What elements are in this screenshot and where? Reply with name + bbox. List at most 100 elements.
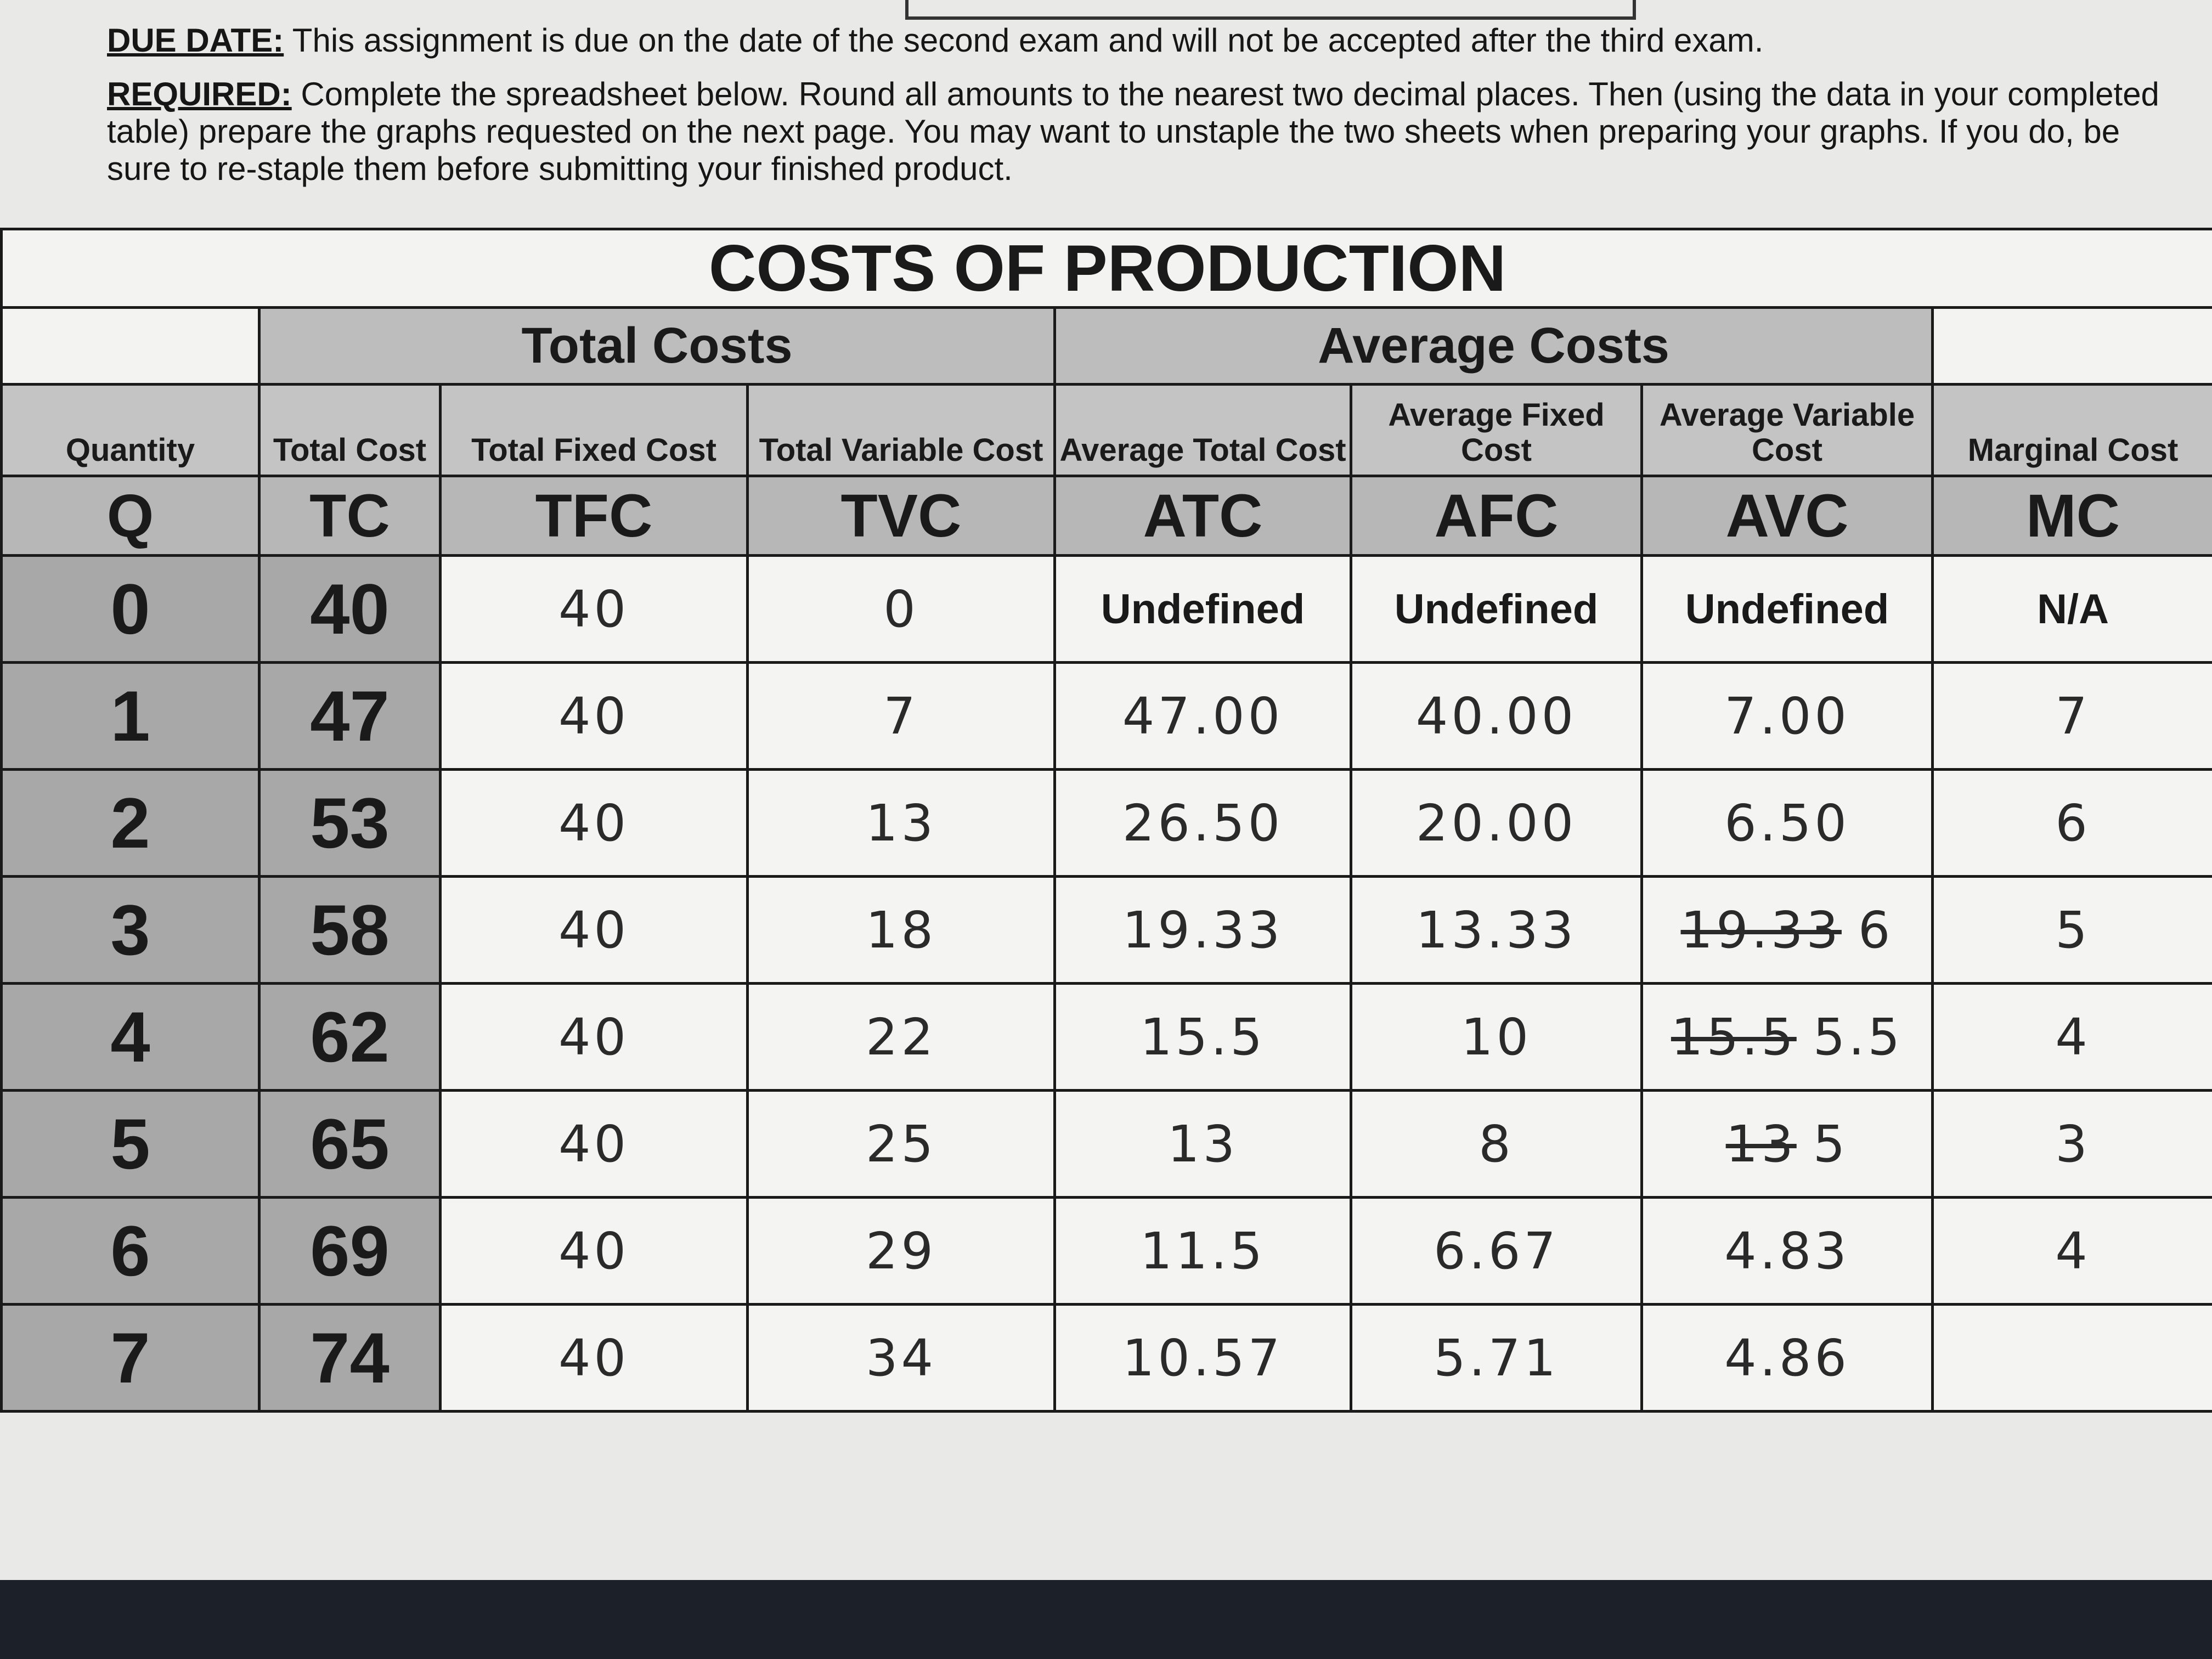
header-quantity: Quantity: [0, 383, 261, 477]
cell-avc[interactable]: 4.83: [1640, 1196, 1934, 1306]
cell-avc[interactable]: 13 5: [1640, 1089, 1934, 1199]
abbr-tc: TC: [258, 475, 442, 557]
cell-mc[interactable]: 6: [1931, 768, 2212, 878]
cell-mc[interactable]: 4: [1931, 982, 2212, 1092]
cell-avc[interactable]: 15.5 5.5: [1640, 982, 1934, 1092]
cell-tvc[interactable]: 29: [746, 1196, 1056, 1306]
cell-afc[interactable]: 13.33: [1350, 875, 1643, 985]
due-date-label: DUE DATE:: [107, 22, 284, 59]
cell-mc[interactable]: [1931, 1303, 2212, 1413]
header-average-variable-cost: Average Variable Cost: [1640, 383, 1934, 477]
header-average-total-cost: Average Total Cost: [1053, 383, 1352, 477]
cell-tvc[interactable]: 7: [746, 661, 1056, 771]
abbr-avc: AVC: [1640, 475, 1934, 557]
abbr-tvc: TVC: [746, 475, 1056, 557]
cell-tvc[interactable]: 13: [746, 768, 1056, 878]
cell-atc[interactable]: 15.5: [1053, 982, 1352, 1092]
cell-mc[interactable]: 5: [1931, 875, 2212, 985]
cell-q: 1: [0, 661, 261, 771]
corrected-value: 5.5: [1813, 1007, 1904, 1066]
cell-q: 4: [0, 982, 261, 1092]
abbr-atc: ATC: [1053, 475, 1352, 557]
cell-tvc[interactable]: 25: [746, 1089, 1056, 1199]
group-blank-left: [0, 306, 261, 386]
table-row: 1 47 40 7 47.00 40.00 7.00 7: [0, 661, 2212, 771]
struck-value: 13: [1725, 1114, 1797, 1173]
table-title: COSTS OF PRODUCTION: [0, 228, 2212, 309]
cell-mc: N/A: [1931, 554, 2212, 664]
group-blank-right: [1931, 306, 2212, 386]
cell-atc[interactable]: 19.33: [1053, 875, 1352, 985]
instructions: DUE DATE: This assignment is due on the …: [107, 22, 2192, 204]
required-text: Complete the spreadsheet below. Round al…: [107, 76, 2159, 187]
required-label: REQUIRED:: [107, 76, 292, 112]
cell-tfc[interactable]: 40: [439, 875, 749, 985]
header-marginal-cost: Marginal Cost: [1931, 383, 2212, 477]
cell-tfc[interactable]: 40: [439, 982, 749, 1092]
cell-q: 7: [0, 1303, 261, 1413]
title-row: COSTS OF PRODUCTION: [0, 228, 2212, 309]
cell-mc[interactable]: 4: [1931, 1196, 2212, 1306]
cell-atc[interactable]: 13: [1053, 1089, 1352, 1199]
cell-tfc[interactable]: 40: [439, 554, 749, 664]
abbr-tfc: TFC: [439, 475, 749, 557]
cell-atc[interactable]: 26.50: [1053, 768, 1352, 878]
cell-tc: 65: [258, 1089, 442, 1199]
corrected-value: 5: [1813, 1114, 1849, 1173]
cell-afc[interactable]: 20.00: [1350, 768, 1643, 878]
cell-afc[interactable]: 40.00: [1350, 661, 1643, 771]
cell-atc: Undefined: [1053, 554, 1352, 664]
cell-tc: 47: [258, 661, 442, 771]
table-row: 4 62 40 22 15.5 10 15.5 5.5 4: [0, 982, 2212, 1092]
cell-avc[interactable]: 6.50: [1640, 768, 1934, 878]
cell-avc[interactable]: 7.00: [1640, 661, 1934, 771]
cell-tvc[interactable]: 0: [746, 554, 1056, 664]
cell-afc: Undefined: [1350, 554, 1643, 664]
cell-atc[interactable]: 11.5: [1053, 1196, 1352, 1306]
cell-afc[interactable]: 6.67: [1350, 1196, 1643, 1306]
group-total-costs: Total Costs: [258, 306, 1056, 386]
cell-tfc[interactable]: 40: [439, 1303, 749, 1413]
cell-tfc[interactable]: 40: [439, 768, 749, 878]
cell-mc[interactable]: 7: [1931, 661, 2212, 771]
header-total-variable-cost: Total Variable Cost: [746, 383, 1056, 477]
cell-tc: 74: [258, 1303, 442, 1413]
cell-mc[interactable]: 3: [1931, 1089, 2212, 1199]
costs-table: COSTS OF PRODUCTION Total Costs Average …: [0, 228, 2212, 1413]
cell-tc: 69: [258, 1196, 442, 1306]
cell-tfc[interactable]: 40: [439, 661, 749, 771]
struck-value: 19.33: [1680, 900, 1842, 960]
cell-avc[interactable]: 4.86: [1640, 1303, 1934, 1413]
cell-tvc[interactable]: 22: [746, 982, 1056, 1092]
table-row: 7 74 40 34 10.57 5.71 4.86: [0, 1303, 2212, 1413]
cell-atc[interactable]: 47.00: [1053, 661, 1352, 771]
table-row: 2 53 40 13 26.50 20.00 6.50 6: [0, 768, 2212, 878]
corrected-value: 6: [1858, 900, 1894, 960]
header-total-fixed-cost: Total Fixed Cost: [439, 383, 749, 477]
cell-afc[interactable]: 10: [1350, 982, 1643, 1092]
cell-tfc[interactable]: 40: [439, 1196, 749, 1306]
cell-tc: 53: [258, 768, 442, 878]
cell-q: 5: [0, 1089, 261, 1199]
cell-atc[interactable]: 10.57: [1053, 1303, 1352, 1413]
cell-tc: 62: [258, 982, 442, 1092]
table-row: 0 40 40 0 Undefined Undefined Undefined …: [0, 554, 2212, 664]
desk-background: [0, 1580, 2212, 1659]
group-header-row: Total Costs Average Costs: [0, 306, 2212, 386]
table-row: 6 69 40 29 11.5 6.67 4.83 4: [0, 1196, 2212, 1306]
cell-q: 2: [0, 768, 261, 878]
cell-tvc[interactable]: 34: [746, 1303, 1056, 1413]
cell-tfc[interactable]: 40: [439, 1089, 749, 1199]
cell-tvc[interactable]: 18: [746, 875, 1056, 985]
cell-avc[interactable]: 19.33 6: [1640, 875, 1934, 985]
due-date-text: This assignment is due on the date of th…: [284, 22, 1764, 59]
cell-afc[interactable]: 8: [1350, 1089, 1643, 1199]
header-total-cost: Total Cost: [258, 383, 442, 477]
due-date-line: DUE DATE: This assignment is due on the …: [107, 22, 2192, 59]
table-row: 5 65 40 25 13 8 13 5 3: [0, 1089, 2212, 1199]
abbr-afc: AFC: [1350, 475, 1643, 557]
cell-q: 6: [0, 1196, 261, 1306]
cell-tc: 40: [258, 554, 442, 664]
abbreviation-row: Q TC TFC TVC ATC AFC AVC MC: [0, 475, 2212, 557]
cell-afc[interactable]: 5.71: [1350, 1303, 1643, 1413]
